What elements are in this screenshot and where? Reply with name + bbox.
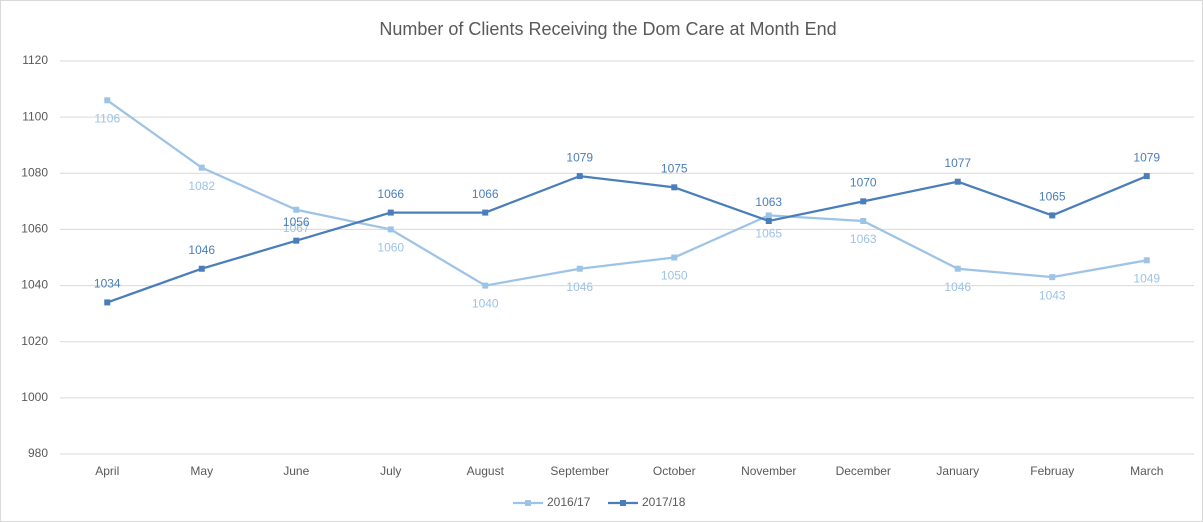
series-line [106,99,1147,287]
x-tick-label: April [95,464,119,478]
x-tick-label: Februay [1030,464,1074,478]
data-label: 1079 [566,150,593,164]
data-label: 1056 [283,215,310,229]
data-label: 1049 [1133,271,1160,285]
data-label: 1046 [188,243,215,257]
y-tick-label: 1020 [21,334,48,348]
data-label: 1065 [1039,190,1066,204]
data-label: 1060 [377,241,404,255]
data-label: 1106 [94,111,120,125]
data-label: 1075 [661,161,688,175]
y-tick-label: 1100 [22,109,48,123]
data-point [1049,212,1056,219]
x-tick-label: March [1130,464,1163,478]
data-label: 1046 [944,280,971,294]
data-point [482,282,489,289]
data-point [860,218,867,225]
legend-marker [525,500,531,506]
data-point [198,265,205,272]
y-tick-label: 1000 [21,390,48,404]
x-tick-label: December [836,464,891,478]
data-point [1143,173,1150,180]
data-point [671,184,678,191]
data-point [576,265,583,272]
data-label: 1065 [755,227,782,241]
data-point [765,212,772,219]
data-label: 1063 [850,232,877,246]
data-point [954,265,961,272]
x-tick-label: August [467,464,505,478]
data-point [104,97,111,104]
x-tick-label: May [190,464,213,478]
data-label: 1046 [566,280,593,294]
x-tick-label: November [741,464,796,478]
data-point [387,226,394,233]
x-tick-label: October [653,464,696,478]
data-point [860,198,867,205]
y-tick-label: 1120 [22,53,48,67]
data-point [671,254,678,261]
x-tick-label: July [380,464,401,478]
data-point [293,237,300,244]
data-point [482,209,489,216]
x-tick-label: January [936,464,979,478]
data-point [576,173,583,180]
series-line [106,174,1148,304]
y-tick-label: 1040 [21,278,48,292]
y-tick-label: 1080 [21,165,48,179]
data-label: 1040 [472,297,499,311]
data-point [1049,274,1056,281]
x-tick-label: June [283,464,309,478]
data-label: 1066 [472,187,499,201]
data-point [104,299,111,306]
data-point [387,209,394,216]
data-point [954,178,961,185]
data-point [1143,257,1150,264]
data-point [293,206,300,213]
x-tick-label: September [550,464,609,478]
y-tick-label: 980 [28,446,48,460]
y-tick-label: 1060 [21,222,48,236]
chart-title: Number of Clients Receiving the Dom Care… [379,19,836,39]
legend-label: 2017/18 [642,495,686,509]
data-point [198,164,205,171]
legend-marker [620,500,626,506]
data-label: 1070 [850,176,877,190]
data-label: 1034 [94,277,121,291]
legend-label: 2016/17 [547,495,591,509]
data-label: 1082 [188,179,215,193]
data-label: 1043 [1039,288,1066,302]
data-label: 1063 [755,195,782,209]
data-label: 1067 [283,221,310,235]
data-label: 1050 [661,269,688,283]
data-point [765,218,772,225]
data-label: 1079 [1133,150,1160,164]
data-label: 1077 [944,156,971,170]
data-label: 1066 [377,187,404,201]
